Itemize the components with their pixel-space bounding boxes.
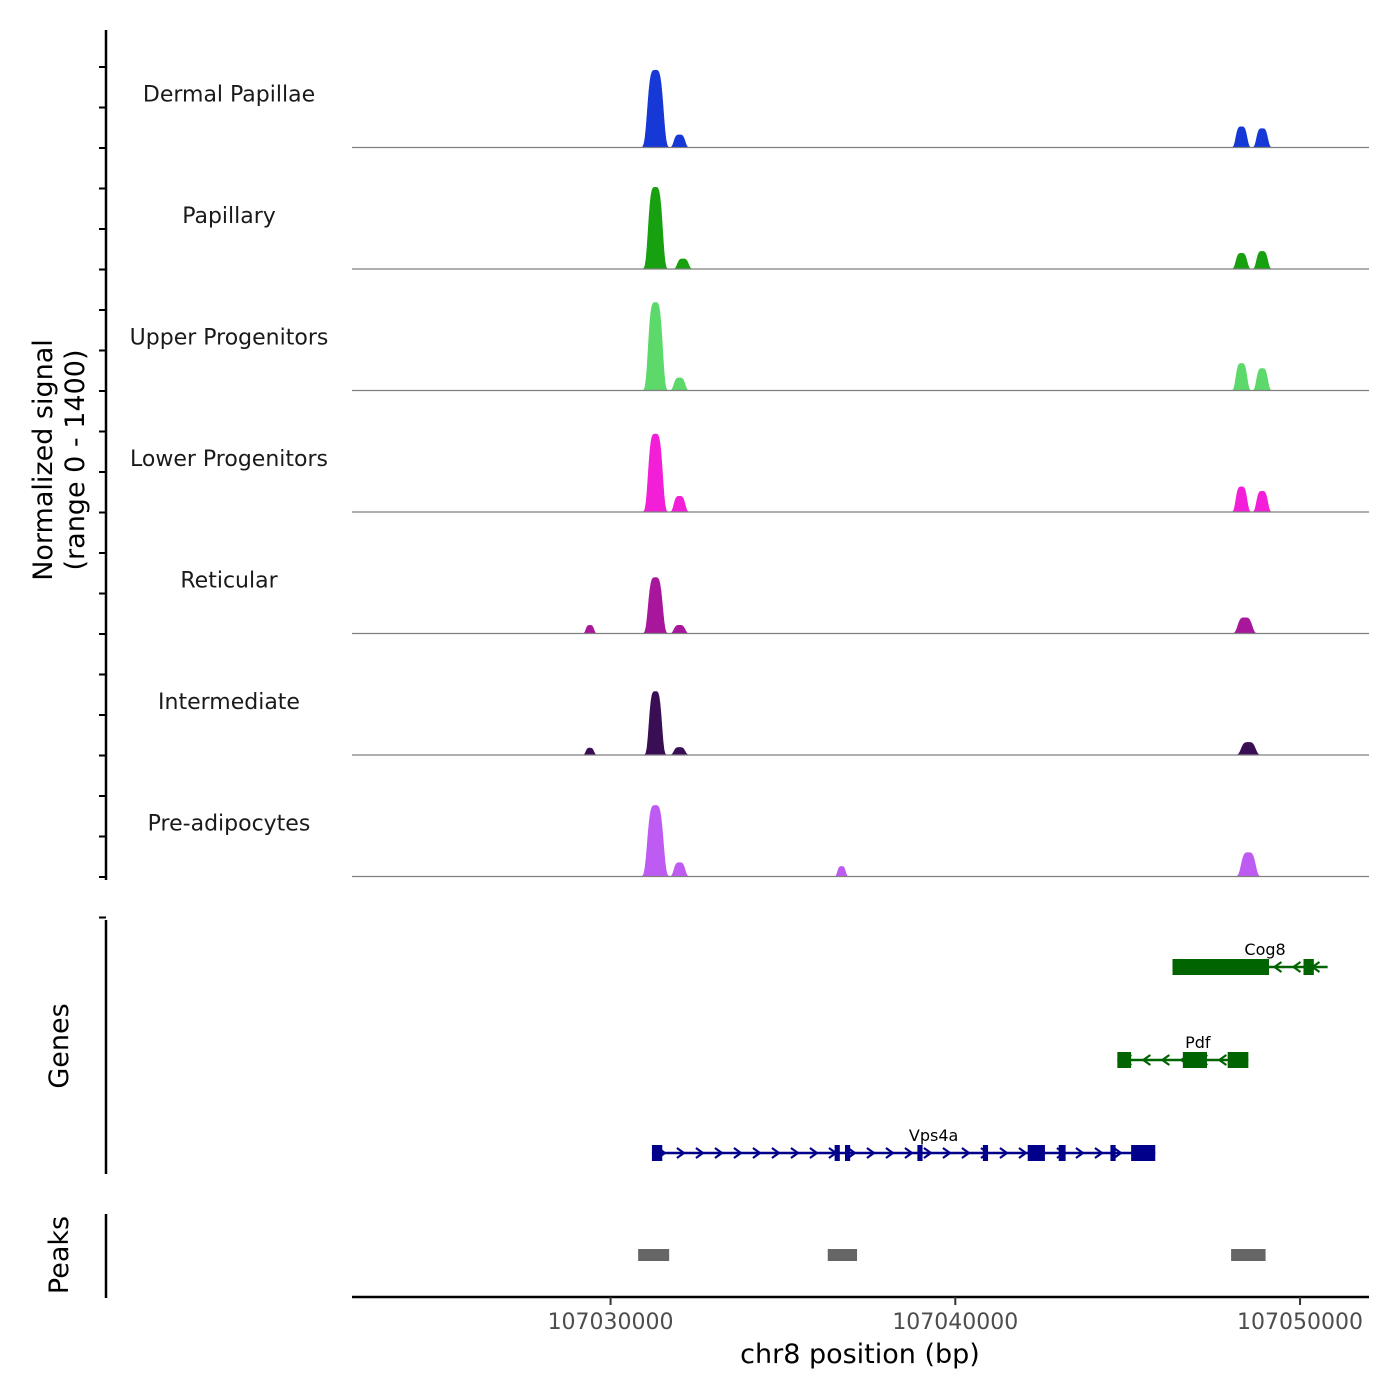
strand-arrow bbox=[1160, 1054, 1170, 1066]
track-label: Upper Progenitors bbox=[130, 326, 329, 351]
coverage-area bbox=[352, 805, 1369, 877]
strand-arrow bbox=[1113, 1147, 1123, 1159]
x-tick-label: 107030000 bbox=[548, 1310, 674, 1335]
strand-arrow bbox=[866, 1147, 876, 1159]
strand-arrow bbox=[999, 1147, 1009, 1159]
strand-arrow bbox=[1217, 1054, 1227, 1066]
coverage-area bbox=[352, 302, 1369, 391]
gene-label: Vps4a bbox=[909, 1126, 958, 1145]
coverage-track: Lower Progenitors bbox=[130, 433, 1369, 513]
x-tick-label: 107040000 bbox=[892, 1310, 1018, 1335]
coverage-area bbox=[352, 69, 1369, 148]
genes-panel-title: Genes bbox=[44, 1003, 75, 1088]
gene-exon bbox=[1182, 1052, 1207, 1068]
strand-arrow bbox=[1075, 1147, 1085, 1159]
gene-exon bbox=[834, 1145, 840, 1161]
strand-arrow bbox=[847, 1147, 857, 1159]
track-label: Pre-adipocytes bbox=[148, 812, 311, 837]
strand-arrow bbox=[1094, 1147, 1104, 1159]
coverage-tracks: Dermal Papillae Papillary Upper Progenitor… bbox=[130, 69, 1369, 878]
peak-region bbox=[1231, 1249, 1266, 1261]
gene-model: Cog8 bbox=[1172, 940, 1328, 975]
strand-arrow bbox=[676, 1147, 686, 1159]
coverage-track: Upper Progenitors bbox=[130, 302, 1369, 392]
track-label: Reticular bbox=[180, 569, 278, 594]
coverage-area bbox=[352, 577, 1369, 634]
y-axis-title-line2: (range 0 - 1400) bbox=[60, 350, 91, 571]
strand-arrow bbox=[1018, 1147, 1028, 1159]
coverage-track: Dermal Papillae bbox=[143, 69, 1369, 149]
strand-arrow bbox=[885, 1147, 895, 1159]
strand-arrow bbox=[904, 1147, 914, 1159]
strand-arrow bbox=[1141, 1054, 1151, 1066]
gene-model: Vps4a bbox=[651, 1126, 1156, 1161]
gene-exon bbox=[844, 1145, 851, 1161]
strand-arrow bbox=[961, 1147, 971, 1159]
gene-exon bbox=[1172, 959, 1270, 975]
track-label: Dermal Papillae bbox=[143, 83, 315, 108]
strand-arrow bbox=[771, 1147, 781, 1159]
strand-arrow bbox=[942, 1147, 952, 1159]
gene-exon bbox=[982, 1145, 989, 1161]
gene-label: Pdf bbox=[1185, 1033, 1211, 1052]
gene-label: Cog8 bbox=[1244, 940, 1285, 959]
coverage-area bbox=[352, 691, 1369, 756]
x-tick-label: 107050000 bbox=[1237, 1310, 1363, 1335]
coverage-area bbox=[352, 186, 1369, 270]
y-axis-title-line1: Normalized signal bbox=[28, 339, 59, 581]
strand-arrow bbox=[790, 1147, 800, 1159]
gene-track: Cog8 Pdf Vps4a bbox=[651, 940, 1328, 1161]
gene-model: Pdf bbox=[1117, 1033, 1249, 1068]
coverage-track: Pre-adipocytes bbox=[148, 805, 1369, 878]
peak-track bbox=[638, 1249, 1266, 1261]
x-axis-title: chr8 position (bp) bbox=[740, 1339, 980, 1370]
strand-arrow bbox=[809, 1147, 819, 1159]
strand-arrow bbox=[752, 1147, 762, 1159]
gene-exon bbox=[1117, 1052, 1132, 1068]
gene-exon bbox=[1027, 1145, 1045, 1161]
coverage-track: Reticular bbox=[180, 569, 1369, 635]
strand-arrow bbox=[923, 1147, 933, 1159]
track-label: Lower Progenitors bbox=[130, 447, 328, 472]
peak-region bbox=[638, 1249, 670, 1261]
peaks-panel-title: Peaks bbox=[44, 1216, 75, 1294]
strand-arrow bbox=[733, 1147, 743, 1159]
gene-exon bbox=[1227, 1052, 1249, 1068]
coverage-track: Papillary bbox=[182, 186, 1369, 270]
strand-arrow bbox=[695, 1147, 705, 1159]
coverage-area bbox=[352, 433, 1369, 513]
axes: Normalized signal (range 0 - 1400) Genes… bbox=[28, 30, 1369, 1370]
strand-arrow bbox=[1291, 961, 1302, 973]
gene-exon bbox=[1058, 1145, 1066, 1161]
gene-exon bbox=[1303, 959, 1314, 975]
gene-exon bbox=[917, 1145, 923, 1161]
peak-region bbox=[827, 1249, 858, 1261]
strand-arrow bbox=[1272, 961, 1283, 973]
track-label: Intermediate bbox=[158, 690, 300, 715]
gene-exon bbox=[1131, 1145, 1156, 1161]
track-label: Papillary bbox=[182, 204, 276, 229]
gene-exon bbox=[1110, 1145, 1116, 1161]
gene-exon bbox=[651, 1145, 663, 1161]
coverage-track: Intermediate bbox=[158, 690, 1369, 756]
strand-arrow bbox=[714, 1147, 724, 1159]
